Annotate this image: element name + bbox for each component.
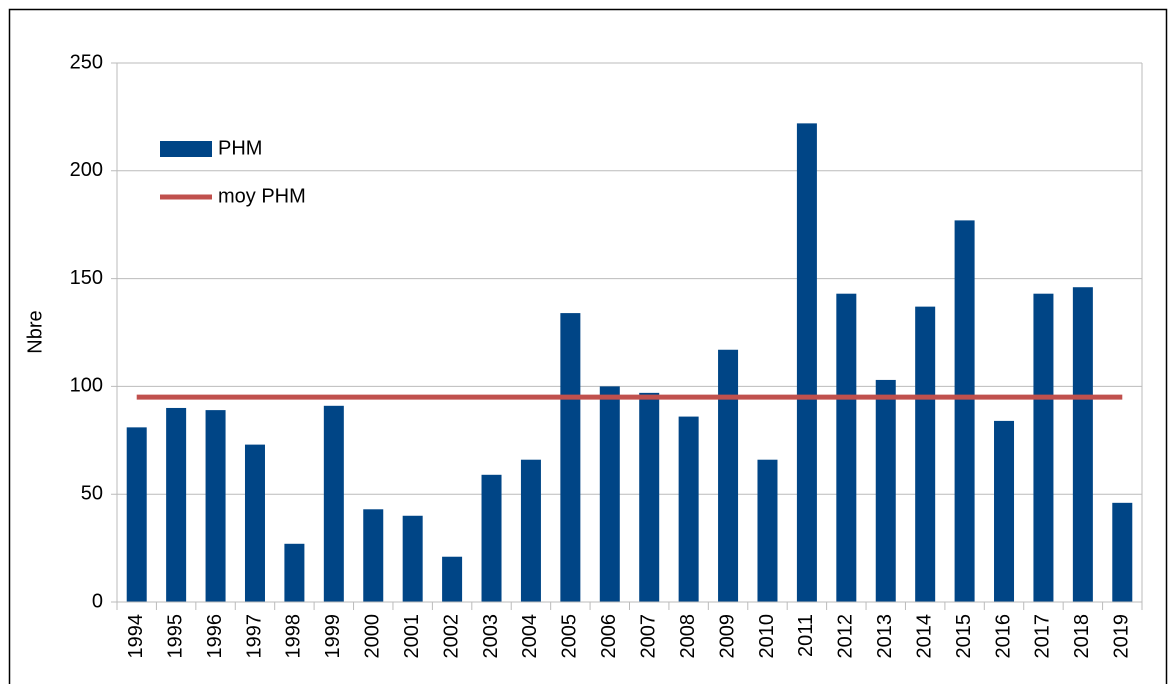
bar bbox=[678, 416, 699, 602]
x-tick-label: 2001 bbox=[401, 614, 423, 659]
legend-label: PHM bbox=[218, 137, 262, 159]
bar bbox=[1033, 293, 1054, 602]
bar bbox=[520, 459, 541, 602]
legend-label: moy PHM bbox=[218, 185, 306, 207]
x-tick-label: 2009 bbox=[716, 614, 738, 659]
x-tick-label: 1998 bbox=[283, 614, 305, 659]
x-tick-label: 2014 bbox=[913, 614, 935, 659]
x-tick-label: 2002 bbox=[440, 614, 462, 659]
x-tick-label: 2011 bbox=[795, 614, 817, 657]
bar bbox=[402, 515, 423, 602]
bar bbox=[875, 379, 896, 602]
bar bbox=[954, 220, 975, 602]
bar bbox=[1072, 287, 1093, 602]
bar bbox=[718, 349, 739, 602]
x-tick-label: 2010 bbox=[756, 614, 778, 659]
bar bbox=[205, 410, 226, 602]
bar bbox=[560, 313, 581, 602]
bar bbox=[757, 459, 778, 602]
x-tick-label: 2017 bbox=[1032, 614, 1054, 659]
bar bbox=[994, 420, 1015, 602]
legend-swatch bbox=[160, 141, 212, 157]
y-tick-label: 150 bbox=[70, 267, 103, 289]
y-tick-label: 250 bbox=[70, 51, 103, 73]
y-tick-label: 50 bbox=[81, 482, 103, 504]
bar bbox=[796, 123, 817, 603]
x-tick-label: 2004 bbox=[519, 614, 541, 659]
x-tick-label: 2008 bbox=[677, 614, 699, 659]
x-tick-label: 2016 bbox=[992, 614, 1014, 659]
x-tick-label: 2003 bbox=[480, 614, 502, 659]
bar bbox=[126, 427, 147, 602]
chart-border bbox=[8, 8, 1168, 684]
x-tick-label: 2005 bbox=[559, 614, 581, 659]
bar bbox=[284, 543, 305, 602]
bar bbox=[639, 392, 660, 602]
y-tick-label: 100 bbox=[70, 375, 103, 397]
x-tick-label: 2015 bbox=[953, 614, 975, 659]
bar bbox=[166, 407, 187, 602]
y-tick-label: 0 bbox=[92, 590, 103, 612]
x-tick-label: 1999 bbox=[322, 614, 344, 659]
x-tick-label: 2012 bbox=[835, 614, 857, 659]
x-tick-label: 2007 bbox=[637, 614, 659, 659]
x-tick-label: 2019 bbox=[1111, 614, 1133, 659]
bar bbox=[836, 293, 857, 602]
x-tick-label: 1995 bbox=[164, 614, 186, 659]
y-axis-label: Nbre bbox=[24, 310, 46, 353]
bar bbox=[915, 306, 936, 602]
x-tick-label: 1996 bbox=[204, 614, 226, 659]
x-tick-label: 2018 bbox=[1071, 614, 1093, 659]
bar bbox=[323, 405, 344, 602]
bar bbox=[481, 474, 502, 602]
x-tick-label: 1994 bbox=[125, 614, 147, 659]
bar bbox=[599, 386, 620, 602]
x-tick-label: 1997 bbox=[243, 614, 265, 659]
y-tick-label: 200 bbox=[70, 159, 103, 181]
bar bbox=[363, 509, 384, 602]
x-tick-label: 2013 bbox=[874, 614, 896, 659]
x-tick-label: 2006 bbox=[598, 614, 620, 659]
bar bbox=[442, 556, 463, 602]
bar bbox=[1112, 502, 1133, 602]
x-tick-label: 2000 bbox=[362, 614, 384, 659]
bar bbox=[244, 444, 265, 602]
